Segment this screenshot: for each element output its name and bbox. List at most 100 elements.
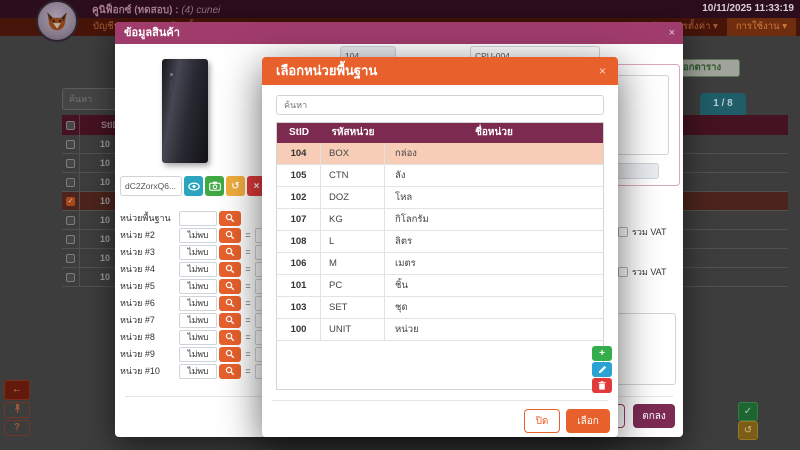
equals-sign: = [245, 247, 251, 257]
help-button[interactable]: ? [4, 420, 30, 436]
unit-value-field[interactable] [179, 346, 217, 362]
undo-image-button[interactable]: ↺ [226, 176, 245, 196]
cell-unit-code: KG [321, 209, 385, 230]
unit-search-button[interactable] [219, 210, 241, 226]
row-stid: 10 [100, 158, 111, 168]
row-checkbox[interactable] [66, 177, 75, 187]
row-checkbox[interactable] [66, 139, 75, 149]
close-icon[interactable]: × [668, 27, 675, 39]
cell-unit-name: ลัง [395, 170, 406, 181]
cell-unit-name: ชุด [395, 302, 408, 313]
cell-unit-name: กิโลกรัม [395, 214, 429, 225]
search-icon [225, 349, 235, 359]
chevron-down-icon: ▾ [782, 21, 787, 32]
row-checkbox[interactable] [66, 215, 75, 225]
unit-search-button[interactable] [219, 278, 241, 294]
cell-unit-name: หน่วย [395, 324, 419, 335]
menu-item-usage[interactable]: การใช้งาน ▾ [726, 18, 796, 36]
unit-table-row[interactable]: 104 BOX กล่อง [277, 143, 603, 165]
row-stid: 10 [100, 215, 111, 225]
unit-value-field[interactable] [179, 312, 217, 328]
back-button[interactable]: ← [4, 380, 30, 400]
unit-row-label: หน่วย #7 [120, 315, 155, 325]
unit-table-row[interactable]: 107 KG กิโลกรัม [277, 209, 603, 231]
view-image-button[interactable] [184, 176, 203, 196]
cell-stid: 108 [277, 231, 321, 252]
remove-image-button[interactable]: × [247, 176, 266, 196]
unit-search-button[interactable] [219, 295, 241, 311]
row-checkbox[interactable]: ✓ [66, 196, 75, 206]
cell-stid: 102 [277, 187, 321, 208]
product-image[interactable] [140, 55, 230, 167]
row-checkbox[interactable] [66, 253, 75, 263]
cell-stid: 100 [277, 319, 321, 340]
image-filename-field[interactable] [120, 176, 182, 196]
eye-icon [187, 181, 200, 191]
equals-sign: = [245, 315, 251, 325]
unit-value-field[interactable] [179, 363, 217, 379]
vat-checkbox[interactable] [618, 267, 628, 277]
unit-table-row[interactable]: 105 CTN ลัง [277, 165, 603, 187]
unit-table-row[interactable]: 101 PC ชิ้น [277, 275, 603, 297]
unit-search-button[interactable] [219, 346, 241, 362]
unit-search-button[interactable] [219, 312, 241, 328]
vat-row-2: รวม VAT [618, 265, 667, 279]
cell-unit-code: M [321, 253, 385, 274]
cell-unit-name: ชิ้น [395, 280, 408, 291]
search-icon [225, 332, 235, 342]
row-checkbox[interactable] [66, 272, 75, 282]
vat-checkbox[interactable] [618, 227, 628, 237]
row-stid: 10 [100, 234, 111, 244]
unit-search-button[interactable] [219, 261, 241, 277]
unit-search-button[interactable] [219, 227, 241, 243]
revert-button[interactable]: ↺ [738, 421, 758, 440]
unit-row-label: หน่วย #8 [120, 332, 155, 342]
unit-search-button[interactable] [219, 329, 241, 345]
equals-sign: = [245, 230, 251, 240]
unit-row-label: หน่วย #5 [120, 281, 155, 291]
select-button[interactable]: เลือก [566, 409, 610, 433]
unit-table-row[interactable]: 103 SET ชุด [277, 297, 603, 319]
unit-table-row[interactable]: 102 DOZ โหล [277, 187, 603, 209]
unit-table-row[interactable]: 108 L ลิตร [277, 231, 603, 253]
base-unit-select-modal: เลือกหน่วยพื้นฐาน × StID รหัสหน่วย ชื่อห… [262, 57, 618, 437]
row-checkbox[interactable] [66, 158, 75, 168]
row-stid: 10 [100, 196, 111, 206]
delete-unit-button[interactable] [592, 378, 612, 393]
unit-search-button[interactable] [219, 363, 241, 379]
camera-button[interactable] [205, 176, 224, 196]
unit-table-row[interactable]: 106 M เมตร [277, 253, 603, 275]
select-all-checkbox[interactable] [62, 115, 80, 135]
unit-row-label: หน่วย #6 [120, 298, 155, 308]
row-checkbox[interactable] [66, 234, 75, 244]
app-logo-fox-icon[interactable] [36, 0, 78, 42]
unit-value-field[interactable] [179, 227, 217, 243]
pin-button[interactable] [4, 402, 30, 418]
confirm-button[interactable]: ✓ [738, 402, 758, 421]
unit-value-field[interactable] [179, 278, 217, 294]
cell-unit-code: UNIT [321, 319, 385, 340]
unit-value-field[interactable] [179, 261, 217, 277]
add-unit-button[interactable]: + [592, 346, 612, 361]
equals-sign: = [245, 298, 251, 308]
plus-icon: + [599, 348, 605, 359]
vat-label: รวม VAT [632, 227, 667, 237]
vat-label: รวม VAT [632, 267, 667, 277]
close-icon[interactable]: × [598, 64, 606, 78]
unit-table-row[interactable]: 100 UNIT หน่วย [277, 319, 603, 341]
unit-value-field[interactable] [179, 295, 217, 311]
cell-unit-code: SET [321, 297, 385, 318]
unit-value-field[interactable] [179, 210, 217, 226]
unit-search-button[interactable] [219, 244, 241, 260]
app-title: คูนิฟ็อกซ์ (ทดสอบ) : (4) cunei [92, 3, 220, 18]
close-button[interactable]: ปิด [524, 409, 560, 433]
edit-unit-button[interactable] [592, 362, 612, 377]
search-icon [225, 264, 235, 274]
unit-value-field[interactable] [179, 244, 217, 260]
unit-search-input[interactable] [276, 95, 604, 115]
cell-unit-name: ลิตร [395, 236, 413, 247]
pagination-badge[interactable]: 1 / 8 [700, 93, 746, 115]
unit-value-field[interactable] [179, 329, 217, 345]
ok-button[interactable]: ตกลง [633, 404, 675, 428]
question-icon: ? [13, 422, 21, 433]
